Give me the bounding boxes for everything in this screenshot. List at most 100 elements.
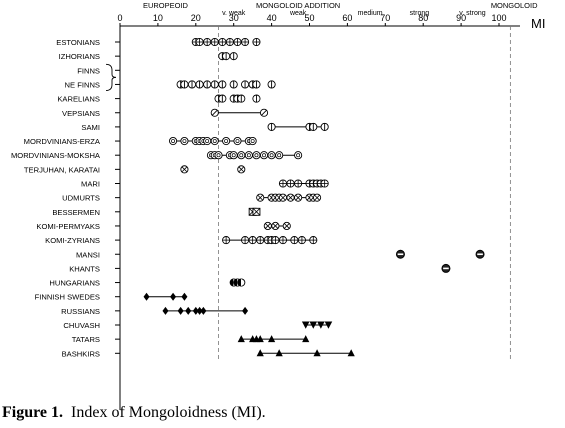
zone-label: EUROPEOID [143, 1, 189, 10]
row-russians: RUSSIANS [61, 306, 249, 316]
row-khants: KHANTS [69, 263, 451, 273]
zone-label: MONGOLOID ADDITION [256, 1, 340, 10]
row-label: TATARS [72, 335, 100, 344]
marker-stroke [283, 223, 290, 229]
x-tick-label: 60 [342, 13, 352, 23]
row-label: UDMURTS [62, 194, 100, 203]
x-tick-label: 20 [191, 13, 201, 23]
x-tick-label: 30 [229, 13, 239, 23]
marker-diamond [162, 306, 169, 315]
marker-inner [239, 153, 244, 158]
marker-inner [235, 139, 240, 143]
row-tatars: TATARS [72, 335, 310, 344]
marker-stroke [252, 208, 261, 216]
row-finnish-swedes: FINNISH SWEDES [35, 292, 188, 302]
row-bessermen: BESSERMEN [52, 208, 261, 217]
row-label: CHUVASH [63, 321, 100, 330]
subzone-label: medium [358, 10, 383, 17]
row-label: BASHKIRS [62, 349, 100, 358]
row-label: SAMI [81, 123, 100, 132]
caption-label: Figure 1. [2, 404, 64, 421]
marker-stroke [287, 194, 294, 201]
subzone-label: weak [289, 10, 307, 17]
marker-inner [250, 139, 255, 143]
marker-stroke [211, 109, 218, 116]
marker-diamond [170, 292, 177, 301]
row-label: VEPSIANS [62, 109, 100, 118]
marker-triangle [313, 349, 321, 357]
marker-diamond [181, 292, 188, 301]
x-axis-label: MI [531, 16, 545, 31]
row-finns: FINNS [77, 66, 120, 75]
row-mordvinians-erza: MORDVINIANS-ERZA [24, 136, 257, 146]
row-label: MORDVINIANS-ERZA [24, 137, 101, 146]
marker-diamond [177, 306, 184, 315]
marker-half-fill [233, 278, 238, 287]
marker-stroke [238, 166, 245, 173]
row-mansi: MANSI [76, 249, 485, 259]
row-label: KHANTS [69, 264, 100, 273]
marker-stroke [261, 109, 267, 116]
marker-stroke [280, 194, 286, 201]
marker-triangle [268, 335, 276, 343]
row-mari: MARI [81, 179, 329, 189]
marker-triangle [237, 335, 245, 343]
row-sami: SAMI [81, 122, 329, 132]
row-ne-finns: NE FINNS [65, 80, 276, 89]
marker-diamond [196, 306, 203, 315]
row-komi-zyrians: KOMI-ZYRIANS [45, 236, 318, 245]
row-mordvinians-moksha: MORDVINIANS-MOKSHA [11, 151, 303, 160]
figure-caption: Figure 1. Index of Mongoloidness (MI). [2, 404, 266, 422]
marker-triangle [302, 335, 310, 343]
marker-triangle [256, 335, 264, 343]
row-hungarians: HUNGARIANS [49, 278, 246, 288]
marker-diamond [200, 306, 207, 315]
marker-inner [231, 153, 236, 158]
subzone-label: v. weak [222, 10, 246, 17]
marker-inner [182, 139, 187, 143]
row-label: MANSI [76, 250, 100, 259]
row-label: KOMI-ZYRIANS [45, 236, 100, 245]
row-label: NE FINNS [65, 80, 100, 89]
zone-label: MONGOLOID [491, 1, 538, 10]
row-label: MORDVINIANS-MOKSHA [11, 151, 101, 160]
marker-inner [216, 153, 221, 158]
marker-inner [296, 153, 301, 158]
row-chuvash: CHUVASH [63, 321, 333, 330]
row-label: KARELIANS [57, 95, 100, 104]
marker-inner [224, 139, 229, 143]
marker-triangle [275, 349, 283, 357]
row-label: BESSERMEN [52, 208, 100, 217]
row-label: IZHORIANS [59, 52, 100, 61]
x-tick-label: 50 [304, 13, 314, 23]
x-tick-label: 0 [117, 13, 122, 23]
marker-stroke [181, 166, 188, 173]
marker-triangle [256, 349, 264, 357]
row-label: FINNS [77, 66, 100, 75]
marker-stroke [265, 223, 271, 229]
row-label: KOMI-PERMYAKS [36, 222, 100, 231]
marker-triangle-down [301, 321, 310, 329]
marker-triangle-down [309, 321, 318, 329]
row-estonians: ESTONIANS [56, 37, 261, 47]
marker-stroke [295, 194, 301, 201]
marker-inner [246, 153, 251, 158]
row-bashkirs: BASHKIRS [62, 349, 355, 358]
row-vepsians: VEPSIANS [62, 108, 269, 118]
row-terjuhan-karatai: TERJUHAN, KARATAI [24, 165, 246, 174]
subzone-label: strong [410, 10, 430, 17]
marker-inner [254, 153, 259, 158]
x-tick-label: 90 [456, 13, 466, 23]
x-tick-label: 100 [491, 13, 506, 23]
x-tick-label: 10 [153, 13, 163, 23]
marker-diamond [192, 306, 199, 315]
marker-inner [269, 153, 274, 158]
chart-marks: ESTONIANS IZHORIANS FINNS NE FINNS KARELIANS… [11, 37, 485, 358]
row-udmurts: UDMURTS [62, 193, 322, 203]
marker-half-fill [230, 278, 234, 287]
subzone-label: v. strong [459, 10, 485, 17]
row-label: RUSSIANS [61, 307, 100, 316]
marker-triangle-down [317, 321, 325, 329]
row-izhorians: IZHORIANS [59, 52, 238, 61]
marker-inner [171, 139, 176, 143]
